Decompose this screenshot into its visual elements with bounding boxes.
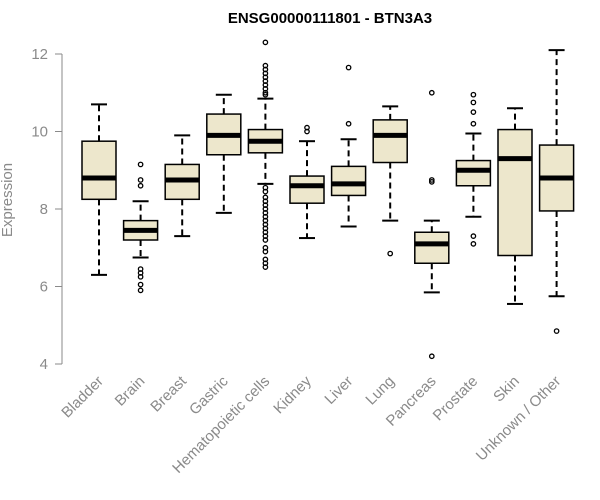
iqr-box-kidney	[289, 175, 325, 204]
outlier-pancreas-0	[428, 89, 435, 96]
x-label-brain: Brain	[112, 373, 149, 410]
iqr-box-lung	[372, 119, 408, 164]
box-breast	[164, 134, 200, 238]
outlier-prostate-4	[470, 233, 477, 239]
y-tick-label-12: 12	[31, 46, 48, 63]
y-tick-label-4: 4	[40, 356, 48, 373]
outlier-liver-1	[345, 120, 352, 127]
outlier-brain-7	[137, 287, 144, 294]
iqr-box-prostate	[455, 159, 492, 187]
iqr-box-bladder	[81, 140, 117, 201]
box-bladder	[81, 103, 117, 276]
x-label-liver: Liver	[321, 373, 356, 408]
x-label-breast: Breast	[147, 372, 190, 415]
x-label-lung: Lung	[362, 373, 398, 409]
outlier-hematopoietic-cells-0	[262, 39, 269, 46]
box-liver	[330, 64, 367, 228]
outlier-prostate-3	[470, 120, 477, 127]
y-axis: 4 6 8 10 12	[31, 46, 63, 373]
outlier-hematopoietic-cells-11	[262, 188, 269, 195]
outlier-pancreas-1	[428, 177, 435, 183]
y-tick-label-6: 6	[40, 279, 48, 296]
box-brain	[122, 161, 159, 294]
box-unknown-other	[538, 49, 575, 334]
outlier-hematopoietic-cells-25	[262, 248, 269, 255]
outlier-prostate-1	[470, 99, 477, 106]
outlier-lung-0	[387, 250, 394, 257]
x-label-skin: Skin	[490, 373, 523, 406]
y-axis-title: Expression	[0, 163, 16, 237]
outlier-liver-0	[345, 64, 352, 71]
box-gastric	[206, 93, 242, 214]
outlier-pancreas-3	[428, 353, 435, 360]
outlier-prostate-2	[470, 109, 477, 115]
box-pancreas	[414, 89, 450, 360]
iqr-box-liver	[330, 165, 367, 197]
box-lung	[372, 105, 408, 257]
boxes-group	[81, 39, 575, 360]
iqr-box-pancreas	[414, 231, 450, 264]
x-label-bladder: Bladder	[58, 373, 107, 422]
box-kidney	[289, 124, 325, 240]
outlier-hematopoietic-cells-8	[262, 89, 269, 96]
outlier-brain-6	[137, 281, 144, 288]
x-label-kidney: Kidney	[270, 372, 315, 417]
outlier-brain-5	[137, 273, 144, 280]
outlier-brain-0	[137, 161, 144, 168]
outlier-prostate-0	[470, 91, 477, 98]
outlier-brain-2	[137, 182, 144, 189]
outlier-brain-1	[137, 177, 144, 183]
outlier-unknown-other-0	[553, 328, 560, 334]
outlier-hematopoietic-cells-28	[262, 264, 269, 270]
outlier-prostate-5	[470, 241, 477, 247]
y-tick-label-8: 8	[40, 201, 48, 218]
iqr-box-skin	[497, 128, 533, 257]
box-skin	[497, 107, 533, 305]
box-prostate	[455, 91, 492, 247]
outlier-pancreas-2	[428, 179, 435, 185]
y-tick-label-10: 10	[31, 124, 48, 141]
outlier-hematopoietic-cells-9	[262, 91, 269, 98]
outlier-kidney-1	[304, 128, 310, 135]
x-label-prostate: Prostate	[430, 373, 482, 425]
outlier-hematopoietic-cells-23	[262, 237, 269, 243]
chart-title: ENSG00000111801 - BTN3A3	[228, 10, 432, 27]
box-hematopoietic-cells	[247, 39, 284, 270]
